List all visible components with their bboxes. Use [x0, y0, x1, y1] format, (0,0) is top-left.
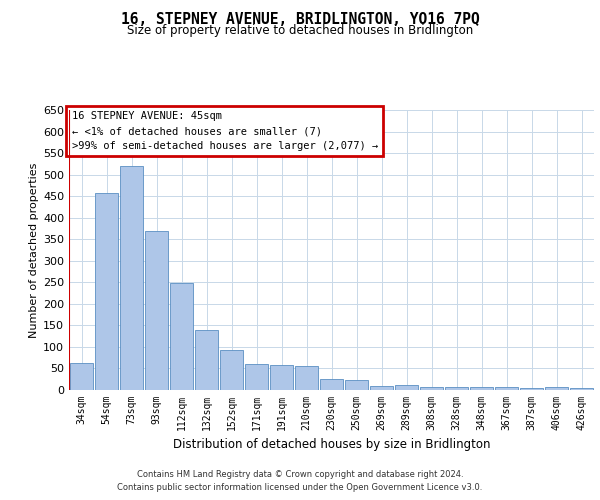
Bar — [570, 388, 593, 390]
Text: 16 STEPNEY AVENUE: 45sqm
← <1% of detached houses are smaller (7)
>99% of semi-d: 16 STEPNEY AVENUE: 45sqm ← <1% of detach… — [71, 112, 378, 151]
Bar — [320, 379, 343, 390]
Bar — [445, 388, 468, 390]
Text: Contains HM Land Registry data © Crown copyright and database right 2024.: Contains HM Land Registry data © Crown c… — [137, 470, 463, 479]
Bar — [520, 388, 543, 390]
Bar — [420, 387, 443, 390]
Bar — [545, 388, 568, 390]
Text: 16, STEPNEY AVENUE, BRIDLINGTON, YO16 7PQ: 16, STEPNEY AVENUE, BRIDLINGTON, YO16 7P… — [121, 12, 479, 28]
Bar — [220, 350, 243, 390]
Bar — [295, 366, 318, 390]
X-axis label: Distribution of detached houses by size in Bridlington: Distribution of detached houses by size … — [173, 438, 490, 452]
Bar — [345, 380, 368, 390]
Bar — [95, 193, 118, 390]
Bar — [120, 166, 143, 390]
Text: Size of property relative to detached houses in Bridlington: Size of property relative to detached ho… — [127, 24, 473, 37]
Bar — [195, 330, 218, 390]
Bar — [145, 232, 168, 390]
Text: Contains public sector information licensed under the Open Government Licence v3: Contains public sector information licen… — [118, 483, 482, 492]
Bar — [245, 364, 268, 390]
Bar — [70, 364, 93, 390]
Bar — [470, 386, 493, 390]
Bar — [370, 386, 393, 390]
Bar — [170, 283, 193, 390]
Bar — [395, 385, 418, 390]
Y-axis label: Number of detached properties: Number of detached properties — [29, 162, 39, 338]
Bar — [270, 366, 293, 390]
Bar — [495, 388, 518, 390]
